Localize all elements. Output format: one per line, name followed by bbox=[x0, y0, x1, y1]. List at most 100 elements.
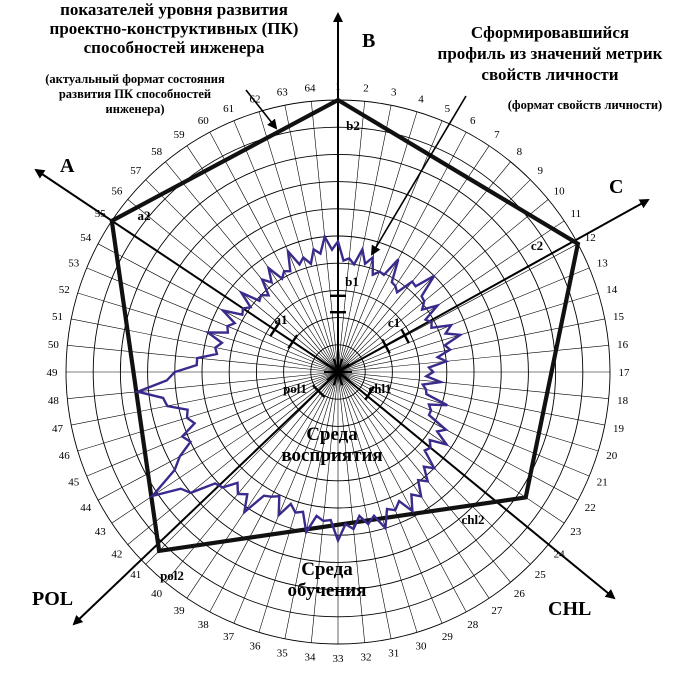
scale-label: 8 bbox=[517, 146, 523, 158]
grid-spoke bbox=[67, 371, 339, 399]
left-title-line-1: показателей уровня развития bbox=[60, 0, 288, 19]
scale-label: 7 bbox=[494, 129, 500, 141]
perception-line-1: Среда bbox=[306, 424, 358, 445]
inner-markers bbox=[269, 294, 410, 401]
scale-label: 15 bbox=[613, 311, 625, 323]
right-title-line-1: Сформировавшийся bbox=[470, 23, 630, 42]
outer-label-a2: a2 bbox=[138, 208, 151, 223]
scale-label: 62 bbox=[250, 93, 261, 105]
grid-spoke bbox=[258, 111, 339, 373]
scale-label: 59 bbox=[174, 129, 186, 141]
axis-arrows bbox=[34, 12, 650, 626]
left-title-line-2: проектно-конструктивных (ПК) bbox=[49, 19, 299, 38]
grid-spoke bbox=[284, 371, 339, 639]
grid-spoke bbox=[337, 199, 549, 373]
axis-label-c: C bbox=[609, 176, 624, 198]
axis-arrow-a bbox=[34, 168, 339, 373]
callout-arrows bbox=[245, 89, 467, 256]
scale-label: 24 bbox=[554, 548, 566, 560]
axis-arrow-pol bbox=[72, 371, 339, 626]
scale-label: 40 bbox=[151, 588, 163, 600]
left-note: (актуальный формат состояния развития ПК… bbox=[0, 72, 270, 117]
scale-label: 20 bbox=[606, 450, 618, 462]
scale-label: 54 bbox=[80, 232, 92, 244]
grid-spoke bbox=[165, 161, 339, 373]
scale-label: 9 bbox=[537, 165, 543, 177]
scale-label: 39 bbox=[174, 605, 186, 617]
grid-spoke bbox=[337, 292, 599, 373]
grid-spoke bbox=[145, 371, 339, 565]
outer-label-b2: b2 bbox=[346, 118, 360, 133]
center-fan bbox=[337, 362, 350, 373]
grid-spoke bbox=[337, 161, 511, 373]
left-note-line-1: (актуальный формат состояния bbox=[45, 72, 225, 86]
personality-profile bbox=[133, 233, 464, 544]
grid-spoke bbox=[67, 345, 339, 373]
scale-label: 23 bbox=[570, 526, 582, 538]
scale-label: 50 bbox=[48, 339, 60, 351]
scale-label: 33 bbox=[333, 653, 345, 665]
scale-label: 22 bbox=[585, 502, 596, 514]
grid-spoke bbox=[337, 371, 418, 633]
grid-spoke bbox=[337, 371, 590, 477]
center-fan bbox=[337, 371, 344, 386]
center-fan bbox=[332, 358, 339, 373]
scale-label: 13 bbox=[597, 258, 609, 270]
scale-label: 46 bbox=[59, 450, 71, 462]
scale-label: 49 bbox=[47, 367, 59, 379]
grid-spoke bbox=[337, 371, 467, 613]
center-fan bbox=[332, 371, 339, 386]
scale-label: 6 bbox=[470, 115, 476, 127]
scale-label: 55 bbox=[95, 208, 107, 220]
grid-spoke bbox=[209, 371, 339, 613]
grid-spoke bbox=[127, 199, 339, 373]
inner-label-pol1: pol1 bbox=[283, 381, 307, 396]
grid-spoke bbox=[165, 371, 339, 583]
left-note-line-2: развития ПК способностей bbox=[58, 87, 212, 101]
scale-label: 19 bbox=[613, 423, 625, 435]
grid-spoke bbox=[186, 371, 339, 599]
inner-label-c1: c1 bbox=[388, 315, 400, 330]
axis-arrow-c bbox=[337, 199, 650, 373]
scale-label: 35 bbox=[277, 648, 289, 660]
scale-label: 42 bbox=[111, 548, 122, 560]
outer-label-c2: c2 bbox=[531, 238, 543, 253]
scale-label: 11 bbox=[571, 208, 582, 220]
inner-tick bbox=[381, 338, 391, 354]
axis-label-pol: POL bbox=[32, 588, 74, 610]
scale-label: 45 bbox=[68, 476, 80, 488]
scale-label: 31 bbox=[388, 648, 399, 660]
scale-labels: 1 2 34567891011121314151617181920212223242… bbox=[47, 81, 631, 665]
learning-environment-label: Среда обучения bbox=[247, 559, 407, 601]
scale-label: 43 bbox=[95, 526, 107, 538]
pentagon-shape bbox=[109, 97, 581, 554]
scale-label: 56 bbox=[111, 186, 123, 198]
point-labels: a2 b2 c2 chl2 pol2 a1 b1 c1 chl1 pol1 bbox=[138, 118, 544, 583]
grid-spoke bbox=[86, 267, 339, 373]
inner-label-chl1: chl1 bbox=[368, 381, 391, 396]
scale-label: 2 bbox=[363, 82, 369, 94]
scale-label: 5 bbox=[445, 103, 451, 115]
left-note-line-3: инженера) bbox=[105, 102, 165, 116]
grid-spoke bbox=[337, 371, 511, 583]
scale-label: 63 bbox=[277, 87, 289, 99]
scale-label: 64 bbox=[305, 82, 317, 94]
scale-label: 10 bbox=[554, 186, 566, 198]
scale-label: 44 bbox=[80, 502, 92, 514]
grid-spoke bbox=[186, 145, 339, 373]
grid-spoke bbox=[77, 371, 339, 452]
scale-label: 1 bbox=[335, 81, 341, 93]
axis-label-a: A bbox=[60, 155, 75, 177]
scale-label: 3 bbox=[391, 87, 397, 99]
scale-label: 58 bbox=[151, 146, 163, 158]
scale-label: 57 bbox=[130, 165, 142, 177]
scale-label: 38 bbox=[198, 619, 210, 631]
grid-spoke bbox=[337, 371, 609, 399]
grid-spoke bbox=[127, 371, 339, 545]
scale-label: 32 bbox=[361, 652, 372, 664]
learning-line-2: обучения bbox=[287, 580, 367, 601]
scale-label: 28 bbox=[467, 619, 479, 631]
scale-label: 25 bbox=[535, 569, 547, 581]
